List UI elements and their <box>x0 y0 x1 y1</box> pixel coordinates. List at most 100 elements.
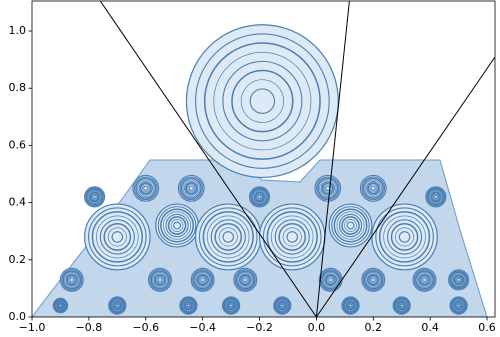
circle-ring <box>143 185 149 191</box>
axes-frame <box>31 0 496 318</box>
circle-ring <box>370 277 376 283</box>
circle-ring <box>87 190 102 204</box>
y-tick-label: 0.2 <box>9 253 27 266</box>
circle-ring <box>321 182 334 195</box>
circle-ring <box>173 221 182 230</box>
circle-ring <box>452 274 465 286</box>
circle-ring <box>153 273 167 287</box>
x-tick-label: −1.0 <box>19 321 46 334</box>
circle-ring <box>390 223 419 251</box>
circle-ring <box>149 269 171 291</box>
circle-ring <box>266 211 318 263</box>
circle-ring <box>344 219 357 232</box>
circle-ring <box>235 270 255 290</box>
circle-ring <box>456 303 461 308</box>
circle-ring <box>180 177 202 199</box>
line <box>315 1 350 317</box>
circle-ring <box>420 276 429 284</box>
circle-ring <box>345 300 356 311</box>
y-tick-label: 0.0 <box>9 310 27 323</box>
circle-ring <box>199 276 207 284</box>
circle-ring <box>366 273 380 287</box>
circle-ring <box>451 298 466 313</box>
circle-ring <box>431 192 441 202</box>
circle-ring <box>277 300 288 311</box>
circle-ring <box>362 177 384 199</box>
circle-ring <box>225 299 237 312</box>
x-tick-label: −0.2 <box>246 321 273 334</box>
circle-ring <box>228 302 234 309</box>
circle-ring <box>92 194 97 200</box>
circle-ring <box>229 303 233 308</box>
circle-ring <box>138 181 153 196</box>
circle-ring <box>429 190 443 204</box>
circle-ring <box>55 300 66 311</box>
circle-ring <box>61 269 83 291</box>
circle-ring <box>157 206 197 245</box>
circle-ring <box>282 227 302 247</box>
circle-ring <box>433 194 438 200</box>
circle-ring <box>364 179 382 197</box>
circle-ring <box>107 227 127 247</box>
circle-ring <box>54 299 67 312</box>
x-tick-label: 0.6 <box>478 321 496 334</box>
circle-ring <box>218 227 238 247</box>
circle-ring <box>53 298 68 313</box>
circle-ring <box>194 33 330 169</box>
circle-ring <box>394 298 409 313</box>
circle-ring <box>99 219 135 255</box>
circle-ring <box>103 223 132 251</box>
circle-ring <box>320 181 335 196</box>
y-tick-label: 1.0 <box>9 24 27 37</box>
circle-ring <box>256 193 263 201</box>
circle-ring <box>454 301 463 310</box>
circle-ring <box>363 270 383 290</box>
circle-ring <box>449 270 468 290</box>
circle-ring <box>278 223 307 251</box>
circle-ring <box>185 302 192 309</box>
plot-area <box>32 1 495 317</box>
circle-ring <box>160 208 195 243</box>
circle <box>132 174 160 202</box>
circle-ring <box>86 188 103 206</box>
circle-ring <box>393 297 410 314</box>
circle-ring <box>346 221 355 230</box>
circle-ring <box>198 207 258 267</box>
circle-ring <box>89 192 100 202</box>
circle-ring <box>249 88 276 114</box>
circle-ring <box>163 211 192 240</box>
circle-ring <box>426 187 446 207</box>
circle-ring <box>280 303 285 308</box>
circle-ring <box>333 208 368 243</box>
circle-ring <box>286 231 299 243</box>
circle-ring <box>237 272 253 288</box>
circle-ring <box>419 274 430 286</box>
circle-ring <box>115 303 120 308</box>
circle-ring <box>182 179 200 197</box>
y-tick-label: 0.8 <box>9 81 27 94</box>
circle-ring <box>327 276 335 284</box>
circle-ring <box>375 207 434 267</box>
circle-ring <box>202 211 254 263</box>
circle-ring <box>167 216 187 235</box>
circle-ring <box>200 277 206 283</box>
circle-ring <box>137 179 155 197</box>
circle-ring <box>397 301 406 310</box>
circle-ring <box>109 297 126 314</box>
y-tick-label: 0.6 <box>9 138 27 151</box>
circle-ring <box>206 215 250 259</box>
circle-ring <box>451 273 466 287</box>
circle-ring <box>213 51 312 151</box>
circle-ring <box>179 176 204 201</box>
circle-ring <box>192 269 214 291</box>
circle-ring <box>91 193 98 201</box>
circle-ring <box>65 273 79 287</box>
circle-ring <box>251 188 268 206</box>
circle-ring <box>398 231 411 243</box>
circle-ring <box>415 270 434 290</box>
circle-ring <box>214 223 243 251</box>
circle <box>185 24 339 179</box>
circle-ring <box>270 215 314 259</box>
circle-ring <box>343 298 358 313</box>
